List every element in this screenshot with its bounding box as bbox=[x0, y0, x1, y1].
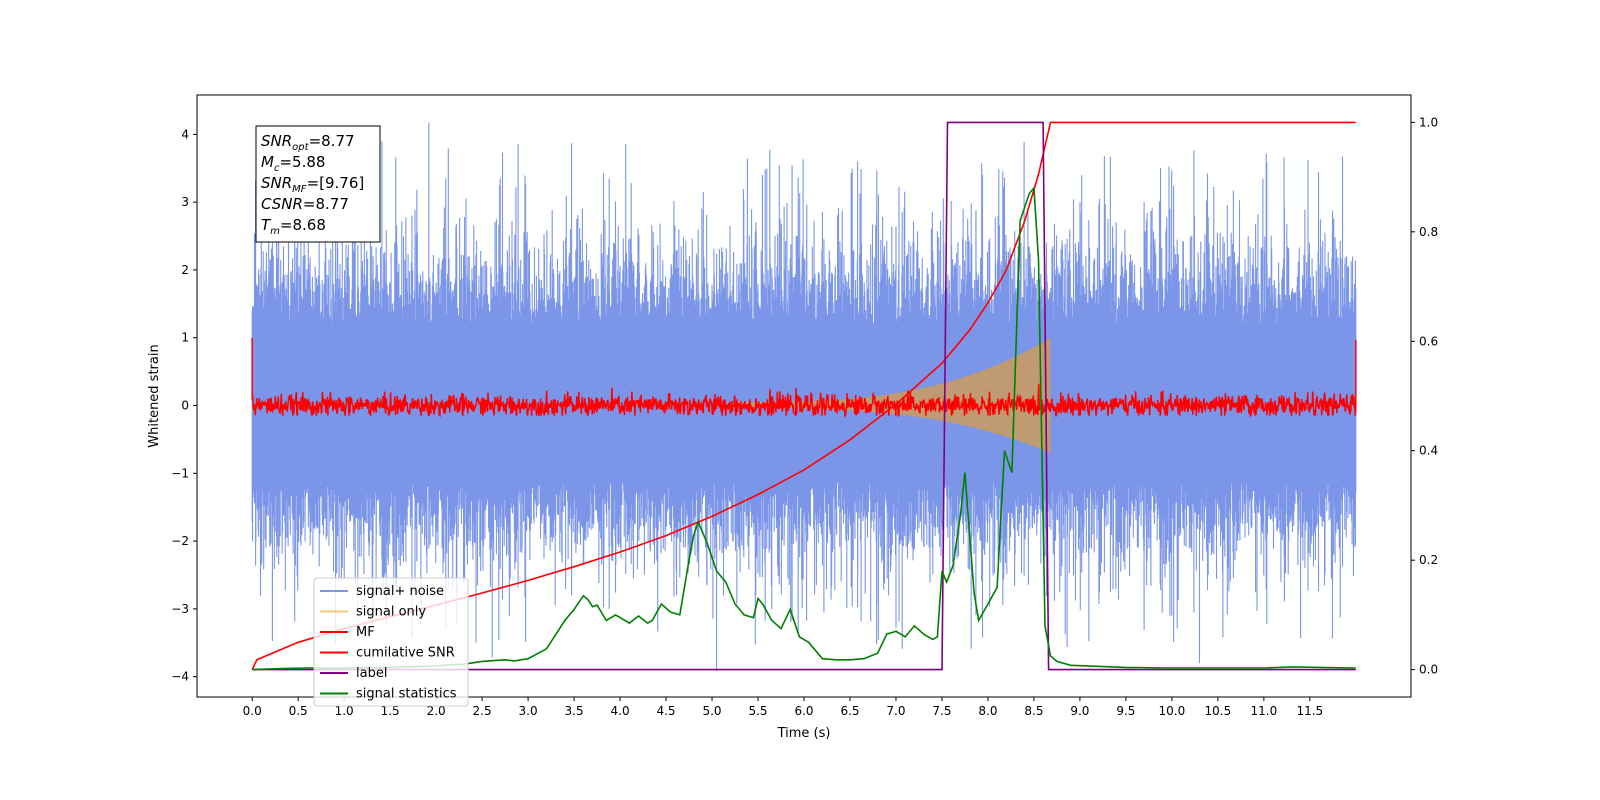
y-tick-label: 3 bbox=[181, 195, 189, 209]
annotation-symbol: T bbox=[261, 216, 272, 234]
legend: signal+ noise signal only MF cumilative SNR… bbox=[313, 577, 469, 707]
annotation-line: CSNR=8.77 bbox=[261, 195, 349, 213]
x-tick-label: 11.0 bbox=[1250, 704, 1277, 718]
label-line bbox=[252, 121, 1356, 671]
y-tick-label: 1 bbox=[181, 331, 189, 345]
legend-frame bbox=[313, 577, 469, 707]
annotation-value: =8.68 bbox=[280, 216, 326, 234]
legend-entry: MF bbox=[356, 625, 375, 640]
x-tick-label: 5.0 bbox=[702, 704, 721, 718]
x-axis-label: Time (s) bbox=[777, 726, 831, 741]
x-tick-label: 3.5 bbox=[565, 704, 584, 718]
annotation-value: =8.77 bbox=[303, 195, 349, 213]
y2-tick-label: 0.0 bbox=[1419, 663, 1438, 677]
y2-tick-label: 0.8 bbox=[1419, 225, 1438, 239]
annotation-symbol: CSNR bbox=[261, 195, 303, 213]
legend-entry: signal+ noise bbox=[356, 584, 444, 599]
annotation-subscript: c bbox=[274, 163, 280, 174]
legend-entry: label bbox=[356, 666, 387, 681]
x-tick-label: 7.0 bbox=[886, 704, 905, 718]
annotation-subscript: opt bbox=[292, 142, 309, 153]
y-tick-label: −1 bbox=[171, 466, 189, 480]
x-tick-label: 6.5 bbox=[840, 704, 859, 718]
annotation-frame bbox=[255, 125, 381, 243]
legend-entry: cumilative SNR bbox=[356, 646, 455, 661]
annotation-line: SNRMF=[9.76] bbox=[261, 174, 364, 195]
x-tick-label: 2.0 bbox=[427, 704, 446, 718]
x-tick-label: 9.5 bbox=[1116, 704, 1135, 718]
x-tick-label: 8.0 bbox=[978, 704, 997, 718]
ticks-layer: 0.0 0.5 1.0 1.5 2.0 2.5 3.0 3.5 4.0 4.5 5.0 5.5 6.0 6… bbox=[171, 115, 1438, 718]
signal-only-line bbox=[730, 337, 1051, 453]
annotation-line: Tm=8.68 bbox=[261, 216, 326, 237]
y-tick-label: −4 bbox=[171, 670, 189, 684]
x-tick-label: 10.5 bbox=[1205, 704, 1232, 718]
signal-only-layer bbox=[730, 337, 1051, 453]
x-tick-label: 8.5 bbox=[1024, 704, 1043, 718]
y-tick-label: −3 bbox=[171, 602, 189, 616]
x-tick-label: 0.0 bbox=[243, 704, 262, 718]
annotation-value: =5.88 bbox=[279, 153, 325, 171]
x-tick-label: 1.5 bbox=[381, 704, 400, 718]
x-tick-label: 1.0 bbox=[335, 704, 354, 718]
annotation-box: SNRopt=8.77Mc=5.88SNRMF=[9.76]CSNR=8.77T… bbox=[255, 125, 381, 243]
annotation-subscript: MF bbox=[292, 184, 307, 195]
y-tick-label: 0 bbox=[181, 398, 189, 412]
annotation-symbol: M bbox=[261, 153, 274, 171]
annotation-value: =8.77 bbox=[309, 132, 355, 150]
y-tick-label: −2 bbox=[171, 534, 189, 548]
x-tick-label: 0.5 bbox=[289, 704, 308, 718]
mf-line bbox=[251, 337, 1357, 419]
annotation-line: Mc=5.88 bbox=[261, 153, 325, 174]
x-tick-label: 4.5 bbox=[656, 704, 675, 718]
annotation-symbol: SNR bbox=[261, 132, 292, 150]
x-tick-label: 3.0 bbox=[519, 704, 538, 718]
y2-tick-label: 0.4 bbox=[1419, 444, 1438, 458]
x-tick-label: 10.0 bbox=[1159, 704, 1186, 718]
y-tick-label: 2 bbox=[181, 263, 189, 277]
x-tick-label: 7.5 bbox=[932, 704, 951, 718]
annotation-value: =[9.76] bbox=[307, 174, 365, 192]
x-tick-label: 11.5 bbox=[1296, 704, 1323, 718]
x-tick-label: 4.0 bbox=[611, 704, 630, 718]
legend-entry: signal only bbox=[356, 605, 426, 620]
y-tick-label: 4 bbox=[181, 127, 189, 141]
annotation-subscript: m bbox=[270, 226, 280, 237]
mf-layer bbox=[251, 337, 1357, 419]
y2-tick-label: 0.6 bbox=[1419, 334, 1438, 348]
x-tick-label: 2.5 bbox=[473, 704, 492, 718]
annotation-symbol: SNR bbox=[261, 174, 292, 192]
x-tick-label: 9.0 bbox=[1070, 704, 1089, 718]
x-tick-label: 6.0 bbox=[794, 704, 813, 718]
legend-entry: signal statistics bbox=[356, 687, 457, 702]
x-tick-label: 5.5 bbox=[748, 704, 767, 718]
annotation-line: SNRopt=8.77 bbox=[261, 132, 355, 153]
y2-tick-label: 1.0 bbox=[1419, 115, 1438, 129]
y-axis-label: Whitened strain bbox=[147, 344, 162, 447]
signal-statistics-line bbox=[252, 185, 1356, 671]
y2-tick-label: 0.2 bbox=[1419, 553, 1438, 567]
